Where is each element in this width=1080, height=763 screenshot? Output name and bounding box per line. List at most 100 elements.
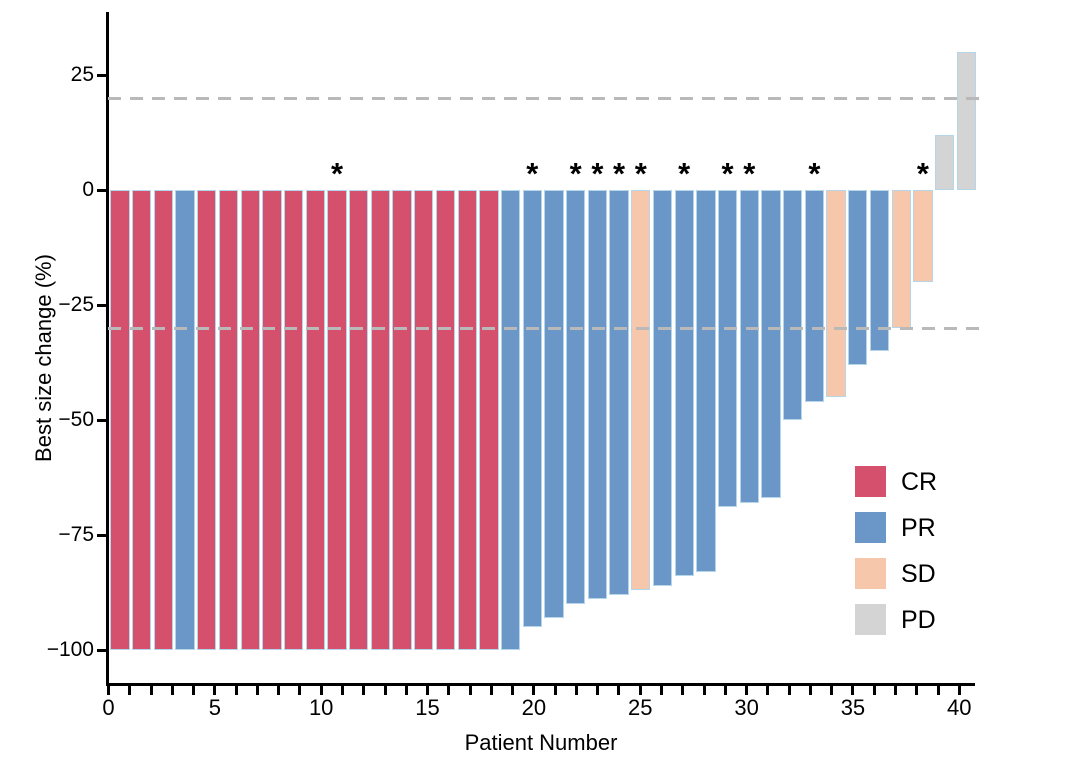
bar-patient-26 <box>652 190 673 586</box>
x-tick-20 <box>532 686 536 695</box>
bar-patient-31 <box>761 190 781 499</box>
x-tick-4 <box>192 686 196 695</box>
bar-patient-18 <box>479 190 499 650</box>
legend-item-pr: PR <box>855 512 975 544</box>
bar-patient-33 <box>804 190 825 402</box>
x-tick-30 <box>745 686 749 695</box>
x-tick-label-0: 0 <box>102 695 115 720</box>
legend-label-pr: PR <box>901 514 936 542</box>
x-tick-label-10: 10 <box>308 695 334 720</box>
x-tick-label-35: 35 <box>840 695 866 720</box>
bar-patient-7 <box>240 190 260 650</box>
x-tick-label-15: 15 <box>415 695 440 720</box>
bar-patient-34 <box>826 190 846 397</box>
bar-patient-14 <box>392 190 412 650</box>
asterisk-patient-23: * <box>591 156 604 191</box>
bar-patient-28 <box>696 190 716 572</box>
asterisk-patient-29: * <box>721 156 734 191</box>
y-tick-label--25: −25 <box>58 293 94 316</box>
x-tick-1 <box>128 686 132 695</box>
bar-patient-8 <box>262 190 282 650</box>
bar-patient-15 <box>414 190 434 650</box>
y-tick--100 <box>97 648 106 652</box>
bar-patient-24 <box>609 190 629 595</box>
x-tick-9 <box>298 686 302 695</box>
bar-patient-4 <box>175 190 195 650</box>
bar-patient-19 <box>500 190 521 650</box>
x-tick-33 <box>808 686 812 695</box>
x-tick-29 <box>723 686 727 695</box>
x-tick-25 <box>638 686 642 695</box>
x-tick-0 <box>107 686 110 695</box>
asterisk-patient-38: * <box>916 156 929 191</box>
x-tick-39 <box>936 686 940 695</box>
legend-label-pd: PD <box>901 606 936 634</box>
x-tick-15 <box>426 686 430 695</box>
bar-patient-3 <box>153 190 174 650</box>
x-tick-label-40: 40 <box>947 695 972 720</box>
y-tick--50 <box>97 418 106 422</box>
bar-patient-27 <box>674 190 694 577</box>
bar-patient-32 <box>783 190 803 420</box>
x-axis-title: Patient Number <box>464 730 618 755</box>
bar-patient-40 <box>956 52 976 190</box>
bar-patient-23 <box>587 190 608 600</box>
bar-patient-38 <box>913 190 933 282</box>
asterisk-patient-33: * <box>808 156 821 191</box>
x-tick-8 <box>277 686 281 695</box>
bar-patient-29 <box>717 190 738 508</box>
bar-patient-25 <box>631 190 651 591</box>
x-tick-10 <box>319 686 323 695</box>
x-tick-label-30: 30 <box>734 695 759 720</box>
x-tick-27 <box>681 686 685 695</box>
y-tick-label-25: 25 <box>70 63 94 86</box>
bar-patient-36 <box>869 190 890 351</box>
y-tick--75 <box>97 533 106 537</box>
x-tick-3 <box>170 686 174 695</box>
legend-swatch-pd <box>855 604 886 635</box>
x-tick-21 <box>553 686 557 695</box>
y-tick-label-0: 0 <box>82 178 94 201</box>
x-tick-35 <box>851 686 855 695</box>
legend-swatch-sd <box>855 558 886 589</box>
bar-patient-12 <box>349 190 369 650</box>
legend-item-sd: SD <box>855 558 975 590</box>
asterisk-patient-22: * <box>569 156 582 191</box>
x-tick-26 <box>660 686 664 695</box>
x-tick-31 <box>766 686 770 695</box>
x-tick-23 <box>596 686 600 695</box>
x-tick-6 <box>234 686 238 695</box>
y-axis-title: Best size change (%) <box>31 254 56 462</box>
x-tick-36 <box>872 686 876 695</box>
asterisk-patient-30: * <box>743 156 756 191</box>
y-axis-line <box>106 12 109 686</box>
x-tick-32 <box>787 686 791 695</box>
bar-patient-5 <box>197 190 217 650</box>
legend-label-sd: SD <box>901 560 936 588</box>
x-tick-label-25: 25 <box>628 695 653 720</box>
x-tick-34 <box>830 686 834 695</box>
x-tick-40 <box>957 686 961 695</box>
y-tick-label--100: −100 <box>46 638 94 661</box>
x-tick-16 <box>447 686 451 695</box>
asterisk-patient-24: * <box>613 156 626 191</box>
reference-line-plus20 <box>108 96 985 100</box>
x-tick-label-5: 5 <box>208 695 221 720</box>
x-tick-18 <box>489 686 493 695</box>
bar-patient-37 <box>891 190 911 328</box>
legend-label-cr: CR <box>901 468 938 496</box>
reference-line-minus30 <box>108 326 985 330</box>
y-tick-25 <box>97 73 106 77</box>
bar-patient-10 <box>305 190 325 650</box>
x-tick-11 <box>340 686 344 695</box>
legend-swatch-pr <box>855 512 886 543</box>
bar-patient-22 <box>566 190 586 604</box>
bar-patient-17 <box>457 190 477 650</box>
x-tick-label-20: 20 <box>521 695 547 720</box>
x-tick-12 <box>362 686 366 695</box>
x-tick-13 <box>383 686 387 695</box>
bar-patient-11 <box>327 190 347 650</box>
asterisk-patient-27: * <box>678 156 691 191</box>
bar-patient-20 <box>522 190 542 627</box>
asterisk-patient-11: * <box>330 156 344 191</box>
